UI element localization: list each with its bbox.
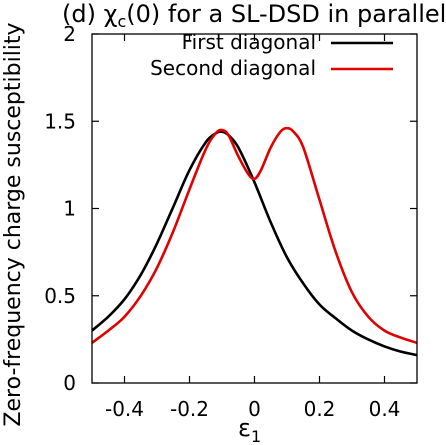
x-tick-label: -0.2: [170, 397, 209, 421]
y-tick-label: 0: [63, 371, 76, 395]
plot-frame: [91, 33, 418, 384]
x-tick-label: 0.4: [369, 397, 401, 421]
x-tick-label: 0.2: [304, 397, 336, 421]
series-line-1: [91, 130, 418, 357]
axis-ticks: -0.4 -0.2 0 0.2 0.4 0 0.5 1 1.5 2: [44, 22, 417, 421]
y-axis-label: Zero-frequency charge susceptibility: [1, 22, 26, 426]
x-tick-label: 0: [248, 397, 261, 421]
legend-label-1: First diagonal: [182, 30, 316, 54]
legend-label-2: Second diagonal: [150, 56, 316, 80]
series-lines: [91, 126, 418, 357]
chart-title: (d) χc(0) for a SL-DSD in parallel: [62, 0, 446, 31]
x-axis-label: ε1: [238, 414, 261, 445]
x-tick-label: -0.4: [105, 397, 144, 421]
y-tick-label: 1: [63, 197, 76, 221]
y-tick-label: 2: [63, 22, 76, 46]
series-line-2: [91, 126, 418, 345]
x-axis-label-text: ε1: [238, 414, 261, 445]
y-tick-label: 1.5: [44, 109, 76, 133]
y-tick-label: 0.5: [44, 284, 76, 308]
chart-title-text: (d) χc(0) for a SL-DSD in parallel: [62, 0, 446, 31]
